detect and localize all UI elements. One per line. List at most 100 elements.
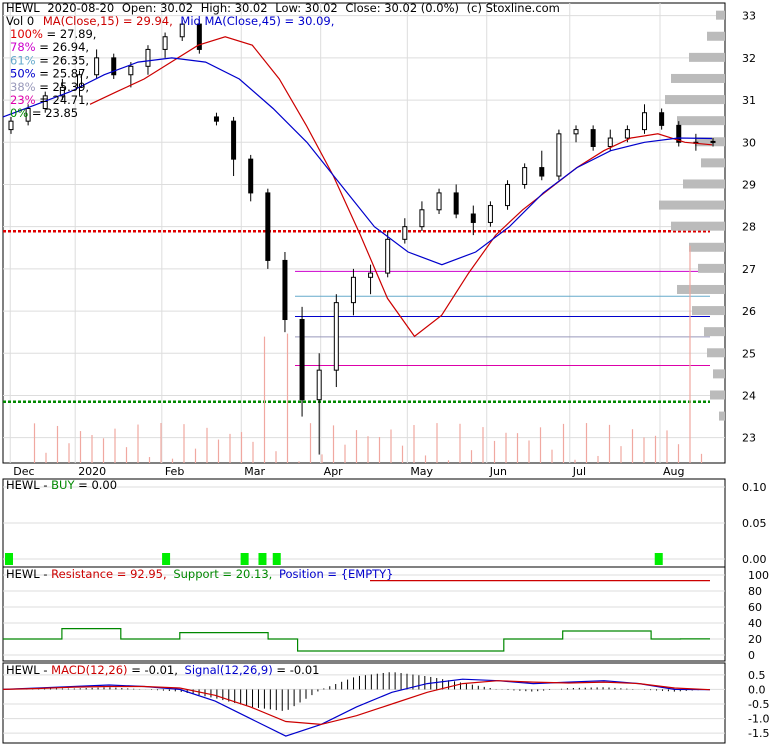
resistance-support-panel: 0 20 40 60 80 100 HEWL - Resistance = 92.95, … [2, 566, 769, 662]
candle-body [94, 57, 100, 76]
volume-profile-bar [683, 179, 725, 189]
candle-body [128, 65, 134, 76]
price-y-tick: 30 [742, 136, 756, 149]
volume-profile-bar [695, 137, 725, 147]
price-y-tick: 33 [742, 10, 756, 23]
macd-legend: HEWL - MACD(12,26) = -0.01, Signal(12,26… [6, 663, 319, 677]
volume-profile-bar [704, 327, 725, 337]
volume-profile-bar [689, 242, 725, 252]
candle-body [179, 23, 185, 38]
candle-body [487, 205, 493, 223]
buy-legend: HEWL - BUY = 0.00 [6, 478, 117, 492]
buy-y-tick: 0.10 [742, 481, 767, 494]
volume-profile-bar [698, 263, 725, 273]
candle-body [111, 57, 117, 76]
buy-y-tick: 0.00 [742, 553, 767, 566]
price-y-tick: 27 [742, 263, 756, 276]
fib-legend-item: 61% = 26.35, [10, 53, 89, 67]
buy-y-tick: 0.05 [742, 517, 767, 530]
candle-body [316, 369, 322, 401]
fib-legend-item: 100% = 27.89, [10, 27, 96, 41]
candle-body [419, 209, 425, 228]
fib-legend-item: 38% = 25.39, [10, 80, 89, 94]
month-tick: Apr [324, 465, 344, 478]
candle-body [505, 183, 511, 207]
buy-signal-mark [162, 553, 171, 565]
candle-body [350, 276, 356, 304]
candle-body [539, 167, 545, 177]
macd-y-tick: -1.5 [748, 727, 769, 740]
candle-body [248, 158, 254, 194]
month-tick: Jun [489, 465, 507, 478]
macd-y-tick: 0.5 [748, 669, 766, 682]
volume-profile-bar [677, 116, 725, 126]
price-header: HEWL 2020-08-20 Open: 30.02 High: 30.02 … [6, 1, 560, 15]
month-tick: Jul [572, 465, 586, 478]
rs-y-tick: 60 [748, 601, 762, 614]
volume-profile-bar [692, 306, 725, 316]
rs-y-tick: 40 [748, 617, 762, 630]
volume-profile-bar [701, 158, 725, 168]
buy-signal-mark [654, 553, 663, 565]
fib-legend-item: 50% = 25.87, [10, 67, 89, 81]
buy-signal-mark [240, 553, 249, 565]
candle-body [8, 120, 14, 131]
candle-body [402, 226, 408, 240]
candle-body [59, 86, 65, 97]
ma45-line [2, 57, 713, 266]
signal-line [2, 680, 711, 726]
candle-body [385, 238, 391, 274]
candle-body [676, 124, 682, 143]
candle-body [213, 116, 219, 122]
volume-profile-bar [677, 284, 725, 294]
candle-body [659, 112, 665, 126]
candle-body [299, 319, 305, 401]
rs-y-tick: 80 [748, 585, 762, 598]
candle-body [162, 36, 168, 50]
candle-body [145, 48, 151, 67]
fib-legend-item: 78% = 26.94, [10, 40, 89, 54]
rs-y-tick: 20 [748, 633, 762, 646]
candle-body [196, 23, 202, 50]
macd-line [2, 678, 711, 737]
price-y-tick: 31 [742, 94, 756, 107]
price-y-tick: 32 [742, 52, 756, 65]
volume-profile-bar [671, 221, 725, 231]
ma-legend: Vol 0 MA(Close,15) = 29.94, Mid MA(Close… [6, 14, 334, 28]
month-tick: 2020 [78, 465, 106, 478]
macd-y-tick: -0.5 [748, 698, 769, 711]
volume-profile-bar [671, 73, 725, 83]
candle-body [453, 192, 459, 215]
ma15-line [89, 36, 713, 338]
candle-body [231, 120, 237, 160]
candle-body [265, 192, 271, 261]
price-y-tick: 24 [742, 389, 756, 402]
price-y-tick: 28 [742, 221, 756, 234]
candle-body [624, 129, 630, 139]
fib-legend: 100% = 27.89,78% = 26.94,61% = 26.35,50%… [10, 27, 96, 120]
price-y-tick: 26 [742, 305, 756, 318]
month-tick: May [410, 465, 433, 478]
buy-panel: 0.10 0.05 0.00 HEWL - BUY = 0.00 [2, 478, 767, 568]
buy-signal-mark [5, 553, 13, 565]
buy-signal-mark [258, 553, 267, 565]
price-panel: 23 24 25 26 27 28 29 30 31 32 33 Dec 2020 Feb Mar Apr M… [2, 1, 756, 478]
volume-profile-bar [707, 348, 725, 358]
candle-body [522, 167, 528, 185]
macd-panel: 0.50.0 -0.5 -1.0-1.5 HEWL - MACD(12,26) = … [2, 662, 769, 744]
price-y-tick: 25 [742, 347, 756, 360]
volume-profile-bar [716, 10, 725, 20]
volume-profile-bar [707, 31, 725, 41]
month-tick: Aug [663, 465, 684, 478]
volume-profile-bar [659, 200, 725, 210]
candle-body [282, 259, 288, 321]
volume-profile-bar [665, 95, 725, 105]
candle-body [333, 302, 339, 371]
candle-body [25, 108, 31, 122]
candle-body [436, 192, 442, 211]
month-tick: Mar [244, 465, 265, 478]
month-tick: Feb [165, 465, 184, 478]
volume-profile-bar [689, 52, 725, 62]
candle-body [470, 213, 476, 223]
